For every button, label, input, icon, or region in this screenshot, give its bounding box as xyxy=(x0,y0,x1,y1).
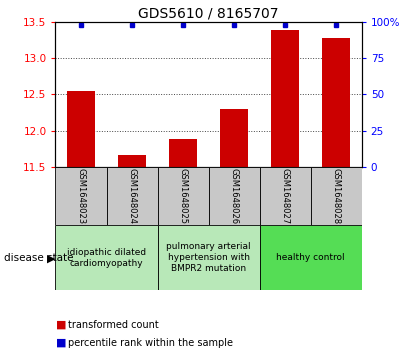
Text: GSM1648026: GSM1648026 xyxy=(230,168,239,224)
Bar xyxy=(311,167,362,225)
Bar xyxy=(55,167,106,225)
Title: GDS5610 / 8165707: GDS5610 / 8165707 xyxy=(139,7,279,21)
Bar xyxy=(106,167,157,225)
Text: ■: ■ xyxy=(55,338,66,348)
Text: disease state: disease state xyxy=(4,253,74,264)
Bar xyxy=(157,225,260,290)
Text: GSM1648028: GSM1648028 xyxy=(332,168,341,224)
Text: GSM1648027: GSM1648027 xyxy=(281,168,290,224)
Bar xyxy=(260,225,362,290)
Bar xyxy=(169,139,197,167)
Bar xyxy=(322,38,350,167)
Text: ■: ■ xyxy=(55,320,66,330)
Bar xyxy=(220,109,248,167)
Bar xyxy=(67,91,95,167)
Text: pulmonary arterial
hypertension with
BMPR2 mutation: pulmonary arterial hypertension with BMP… xyxy=(166,242,251,273)
Text: GSM1648025: GSM1648025 xyxy=(178,168,187,224)
Bar xyxy=(55,225,157,290)
Bar xyxy=(209,167,260,225)
Bar xyxy=(260,167,311,225)
Text: transformed count: transformed count xyxy=(68,320,159,330)
Text: percentile rank within the sample: percentile rank within the sample xyxy=(68,338,233,348)
Text: GSM1648024: GSM1648024 xyxy=(127,168,136,224)
Bar xyxy=(271,30,299,167)
Text: ▶: ▶ xyxy=(47,253,56,264)
Bar xyxy=(118,155,146,167)
Text: healthy control: healthy control xyxy=(276,253,345,262)
Bar xyxy=(157,167,208,225)
Text: GSM1648023: GSM1648023 xyxy=(76,168,85,224)
Text: idiopathic dilated
cardiomyopathy: idiopathic dilated cardiomyopathy xyxy=(67,248,146,268)
